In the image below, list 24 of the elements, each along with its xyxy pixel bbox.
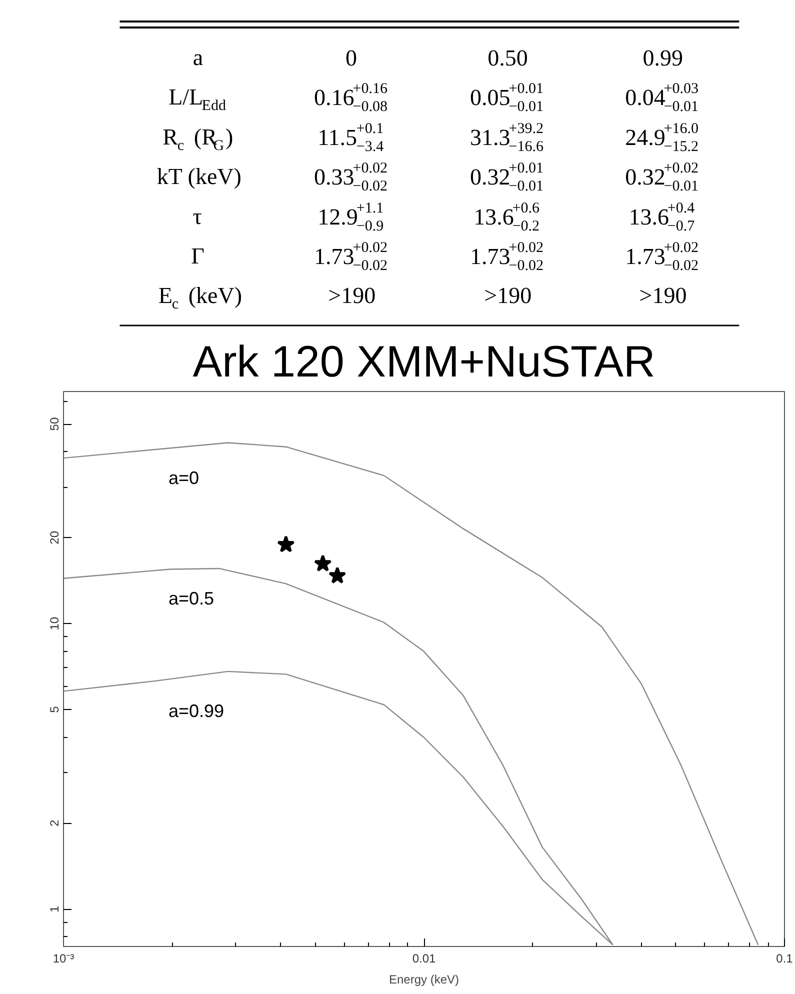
y-tick-label: 5 [48, 706, 62, 713]
y-tick-label: 50 [48, 417, 62, 431]
text: >190 [328, 283, 376, 308]
series-label: a=0 [168, 468, 200, 488]
text: kT (keV) [156, 164, 242, 190]
x-axis-title: Energy (keV) [388, 972, 460, 986]
text: τ [192, 204, 202, 229]
text: >190 [639, 283, 687, 308]
series-label: a=0.5 [168, 588, 214, 608]
chart-title: Ark 120 XMM+NuSTAR [192, 338, 656, 386]
y-tick-label: 2 [48, 820, 62, 827]
text: 0 [345, 46, 357, 70]
text: a [192, 45, 204, 70]
y-tick-label: 1 [48, 905, 62, 912]
y-tick-label: 10 [48, 616, 62, 630]
text: >190 [484, 283, 532, 308]
x-tick-label: 10⁻³ [52, 952, 74, 966]
text: Γ [191, 244, 204, 268]
series-label: a=0.99 [168, 701, 224, 722]
x-tick-label: 0.1 [776, 952, 794, 966]
text: 0.50 [488, 46, 528, 70]
x-tick-label: 0.01 [412, 952, 436, 966]
text: 0.99 [642, 46, 683, 70]
y-tick-label: 20 [48, 530, 62, 544]
